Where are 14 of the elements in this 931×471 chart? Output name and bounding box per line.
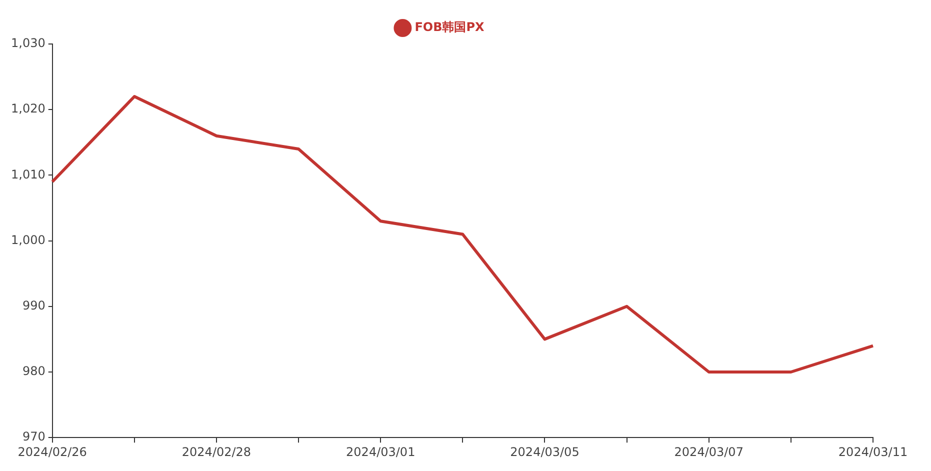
x-tick-label: 2024/03/05 bbox=[510, 444, 580, 459]
y-tick-label: 970 bbox=[22, 430, 46, 444]
y-tick-label: 1,000 bbox=[10, 232, 46, 247]
x-tick-label: 2024/02/28 bbox=[182, 444, 252, 459]
y-tick-label: 1,030 bbox=[10, 36, 46, 50]
legend-label: FOB韩国PX bbox=[414, 20, 486, 34]
x-tick-label: 2024/03/01 bbox=[346, 444, 416, 459]
y-tick-label: 1,010 bbox=[10, 167, 46, 182]
x-tick-label: 2024/03/07 bbox=[674, 444, 744, 459]
y-tick-label: 990 bbox=[22, 298, 46, 313]
y-tick-label: 1,020 bbox=[10, 102, 46, 116]
x-tick-label: 2024/03/11 bbox=[838, 444, 908, 459]
y-tick-label: 980 bbox=[22, 364, 46, 378]
x-tick-label: 2024/02/26 bbox=[18, 444, 87, 459]
